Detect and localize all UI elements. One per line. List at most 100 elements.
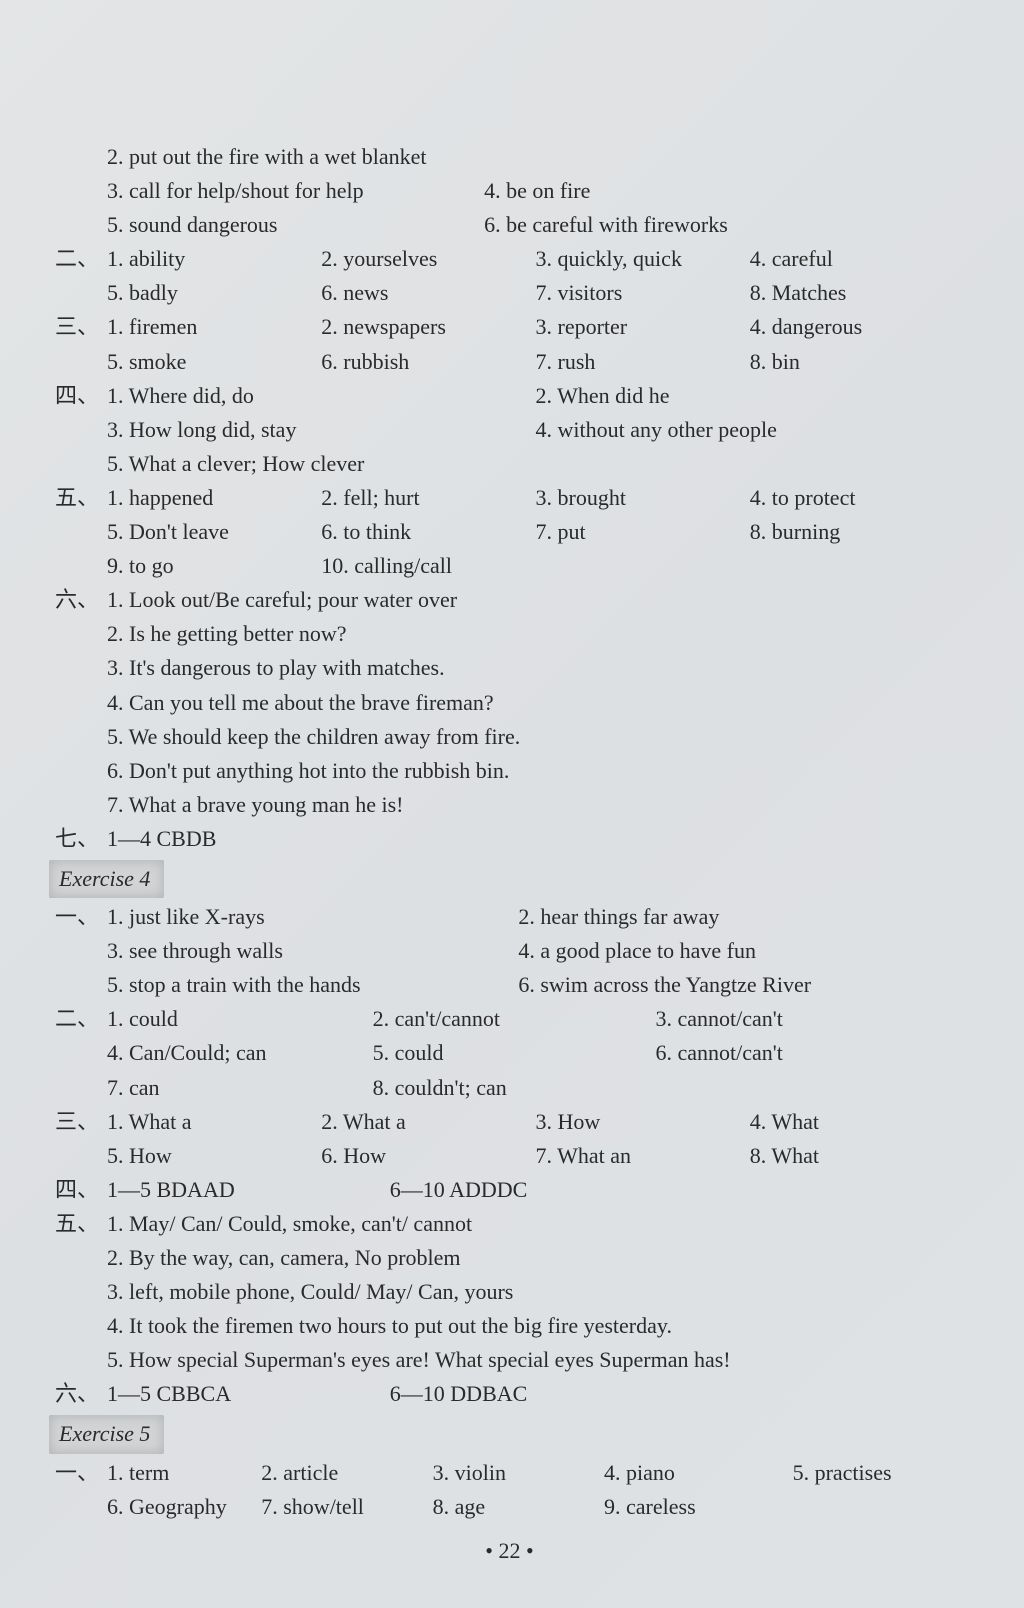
answer-item: 9. to go xyxy=(107,549,321,583)
answer-item: 5. Don't leave xyxy=(107,515,321,549)
answer-item: 3. How long did, stay xyxy=(107,413,536,447)
ex4-section-3: 三、 1. What a 2. What a 3. How 4. What 5.… xyxy=(55,1105,964,1173)
sec-label: 四、 xyxy=(55,379,107,481)
answer-item: 5. badly xyxy=(107,276,321,310)
answer-item: 8. age xyxy=(433,1490,604,1524)
exercise-title: Exercise 5 xyxy=(49,1415,164,1453)
answer-item: 1. Look out/Be careful; pour water over xyxy=(107,583,964,617)
answer-item: 5. practises xyxy=(793,1456,964,1490)
answer-item: 4. careful xyxy=(750,242,964,276)
answer-item: 2. When did he xyxy=(536,379,965,413)
answer-item: 3. brought xyxy=(536,481,750,515)
answer-item: 2. article xyxy=(261,1456,432,1490)
answer-item: 1. Where did, do xyxy=(107,379,536,413)
sec-label: 一、 xyxy=(55,1456,107,1524)
answer-item: 6—10 ADDDC xyxy=(390,1173,964,1207)
answer-item: 4. piano xyxy=(604,1456,793,1490)
answer-item: 7. visitors xyxy=(536,276,750,310)
sec-label: 六、 xyxy=(55,1377,107,1411)
answer-item: 1. firemen xyxy=(107,310,321,344)
answer-item: 7. What a brave young man he is! xyxy=(107,788,964,822)
answer-item: 5. How special Superman's eyes are! What… xyxy=(107,1343,964,1377)
answer-item: 6. Geography xyxy=(107,1490,261,1524)
section-6: 六、 1. Look out/Be careful; pour water ov… xyxy=(55,583,964,822)
sec-label: 二、 xyxy=(55,1002,107,1104)
answer-item: 7. put xyxy=(536,515,750,549)
answer-item: 4. What xyxy=(750,1105,964,1139)
answer-item: 4. It took the firemen two hours to put … xyxy=(107,1309,964,1343)
answer-item: 3. It's dangerous to play with matches. xyxy=(107,651,964,685)
answer-item: 1. could xyxy=(107,1002,373,1036)
ex5-section-1: 一、 1. term 2. article 3. violin 4. piano… xyxy=(55,1456,964,1524)
answer-item: 2. Is he getting better now? xyxy=(107,617,964,651)
answer-item: 6. be careful with fireworks xyxy=(484,208,964,242)
section-7: 七、 1—4 CBDB xyxy=(55,822,964,856)
section-2: 二、 1. ability 2. yourselves 3. quickly, … xyxy=(55,242,964,310)
answer-item: 7. rush xyxy=(536,345,750,379)
answer-item: 1. ability xyxy=(107,242,321,276)
answer-item: 2. can't/cannot xyxy=(373,1002,656,1036)
answer-item: 3. cannot/can't xyxy=(655,1002,964,1036)
sec-label: 一、 xyxy=(55,900,107,1002)
ex4-section-5: 五、 1. May/ Can/ Could, smoke, can't/ can… xyxy=(55,1207,964,1377)
answer-item: 2. yourselves xyxy=(321,242,535,276)
answer-item: 10. calling/call xyxy=(321,549,535,583)
pre-section: 2. put out the fire with a wet blanket 3… xyxy=(55,140,964,242)
answer-item: 2. What a xyxy=(321,1105,535,1139)
answer-item: 6. news xyxy=(321,276,535,310)
answer-item: 8. Matches xyxy=(750,276,964,310)
sec-label: 七、 xyxy=(55,822,107,856)
sec-label: 三、 xyxy=(55,1105,107,1173)
sec-label: 二、 xyxy=(55,242,107,310)
answer-item: 5. We should keep the children away from… xyxy=(107,720,964,754)
answer-item: 4. dangerous xyxy=(750,310,964,344)
exercise-title: Exercise 4 xyxy=(49,860,164,898)
exercise-5-heading: Exercise 5 xyxy=(55,1411,964,1455)
answer-item: 4. to protect xyxy=(750,481,964,515)
answer-item: 2. put out the fire with a wet blanket xyxy=(107,140,964,174)
answer-item: 6. to think xyxy=(321,515,535,549)
answer-item: 6. rubbish xyxy=(321,345,535,379)
section-4: 四、 1. Where did, do 2. When did he 3. Ho… xyxy=(55,379,964,481)
answer-item: 1. What a xyxy=(107,1105,321,1139)
answer-item: 6. How xyxy=(321,1139,535,1173)
answer-item: 5. could xyxy=(373,1036,656,1070)
answer-item: 1. May/ Can/ Could, smoke, can't/ cannot xyxy=(107,1207,964,1241)
answer-item: 3. reporter xyxy=(536,310,750,344)
answer-item: 5. sound dangerous xyxy=(107,208,484,242)
answer-item: 1—5 BDAAD xyxy=(107,1173,390,1207)
ex4-section-2: 二、 1. could 2. can't/cannot 3. cannot/ca… xyxy=(55,1002,964,1104)
answer-item: 7. show/tell xyxy=(261,1490,432,1524)
answer-item: 3. violin xyxy=(433,1456,604,1490)
answer-item: 3. see through walls xyxy=(107,934,518,968)
answer-item: 5. stop a train with the hands xyxy=(107,968,518,1002)
sec-label: 六、 xyxy=(55,583,107,822)
answer-item: 7. What an xyxy=(536,1139,750,1173)
answer-item: 6. Don't put anything hot into the rubbi… xyxy=(107,754,964,788)
sec-label-empty xyxy=(55,140,107,242)
answer-item: 4. without any other people xyxy=(536,413,965,447)
section-5: 五、 1. happened 2. fell; hurt 3. brought … xyxy=(55,481,964,583)
answer-item: 5. What a clever; How clever xyxy=(107,447,536,481)
page: 2. put out the fire with a wet blanket 3… xyxy=(0,0,1024,1608)
ex4-section-1: 一、 1. just like X-rays 2. hear things fa… xyxy=(55,900,964,1002)
page-number: • 22 • xyxy=(55,1534,964,1568)
answer-item: 3. left, mobile phone, Could/ May/ Can, … xyxy=(107,1275,964,1309)
answer-item: 9. careless xyxy=(604,1490,793,1524)
answer-item: 1. just like X-rays xyxy=(107,900,518,934)
answer-item: 2. newspapers xyxy=(321,310,535,344)
answer-item xyxy=(536,447,965,481)
section-3: 三、 1. firemen 2. newspapers 3. reporter … xyxy=(55,310,964,378)
answer-item: 1. term xyxy=(107,1456,261,1490)
answer-item: 2. hear things far away xyxy=(518,900,964,934)
answer-item: 7. can xyxy=(107,1071,373,1105)
answer-item: 5. smoke xyxy=(107,345,321,379)
sec-label: 五、 xyxy=(55,481,107,583)
answer-item: 5. How xyxy=(107,1139,321,1173)
answer-item: 4. Can/Could; can xyxy=(107,1036,373,1070)
answer-item: 3. How xyxy=(536,1105,750,1139)
answer-item: 1—4 CBDB xyxy=(107,822,964,856)
answer-item: 6. cannot/can't xyxy=(655,1036,964,1070)
answer-item: 1—5 CBBCA xyxy=(107,1377,390,1411)
answer-item: 1. happened xyxy=(107,481,321,515)
